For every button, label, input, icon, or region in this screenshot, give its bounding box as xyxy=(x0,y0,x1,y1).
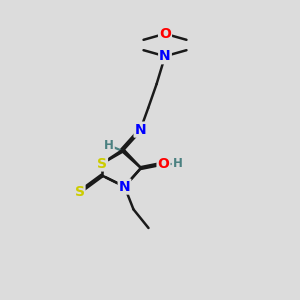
Text: N: N xyxy=(135,123,146,136)
Text: S: S xyxy=(97,157,107,170)
Text: N: N xyxy=(159,49,171,63)
Text: O: O xyxy=(159,27,171,41)
Text: H: H xyxy=(104,139,114,152)
Text: N: N xyxy=(119,180,130,194)
Text: H: H xyxy=(173,157,182,170)
Text: O: O xyxy=(158,157,169,170)
Text: S: S xyxy=(74,185,85,199)
